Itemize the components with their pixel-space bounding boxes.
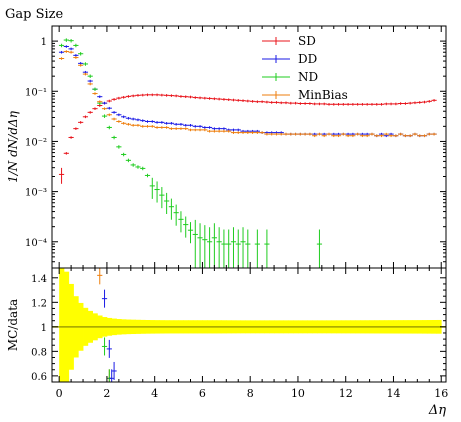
main-y-tick-label: 10⁻² [25,137,47,148]
ratio-markers [97,268,117,382]
ratio-uncertainty-band [59,268,442,382]
legend-label: DD [298,52,317,66]
ratio-y-tick-label: 1.4 [31,274,47,285]
ratio-plot: 0.6 0.8 1 1.2 1.4 MC/data [6,267,447,383]
legend-label: SD [298,34,316,48]
ratio-y-tick-labels: 0.6 0.8 1 1.2 1.4 [31,274,446,383]
x-tick-label: 12 [339,387,353,400]
main-y-tick-label: 10⁻¹ [25,87,47,98]
ratio-y-tick-label: 1 [41,323,47,334]
main-series-group [58,38,437,268]
main-plot-frame [51,25,447,269]
series-dd [58,45,437,138]
x-tick-label: 10 [291,387,305,400]
legend-label: MinBias [298,88,348,102]
chart-title: Gap Size [5,7,64,22]
ratio-y-tick-label: 0.6 [31,372,47,383]
x-tick-label: 4 [151,387,158,400]
x-tick-label: 2 [103,387,110,400]
band-segment [59,268,65,382]
x-tick-label: 8 [247,387,254,400]
series-nd [58,38,323,268]
series-minbias [58,50,437,138]
main-y-axis-label: 1/N dN/dΔη [6,110,20,183]
x-tick-label: 0 [56,387,63,400]
x-axis-label: Δη [428,403,446,418]
x-tick-label: 16 [434,387,448,400]
main-y-tick-label: 1 [41,37,47,48]
ratio-y-tick-label: 1.2 [31,298,47,309]
ratio-y-tick-label: 0.8 [31,347,47,358]
main-y-tick-labels: 1 10⁻¹ 10⁻² 10⁻³ 10⁻⁴ [25,25,446,269]
series-sd [58,93,437,184]
main-y-tick-label: 10⁻⁴ [25,238,47,249]
legend-label: ND [298,70,318,84]
main-y-tick-label: 10⁻³ [25,188,47,199]
ratio-plot-frame [51,267,447,383]
ratio-y-axis-label: MC/data [6,299,20,351]
x-tick-label: 6 [199,387,206,400]
x-tick-label: 14 [386,387,400,400]
main-plot: 1 10⁻¹ 10⁻² 10⁻³ 10⁻⁴ 1/N dN/dΔη SD DD ND MinBi… [6,25,447,269]
legend: SD DD ND MinBias [262,34,348,102]
x-tick-labels: 0 2 4 6 8 10 12 14 16 [56,26,448,400]
